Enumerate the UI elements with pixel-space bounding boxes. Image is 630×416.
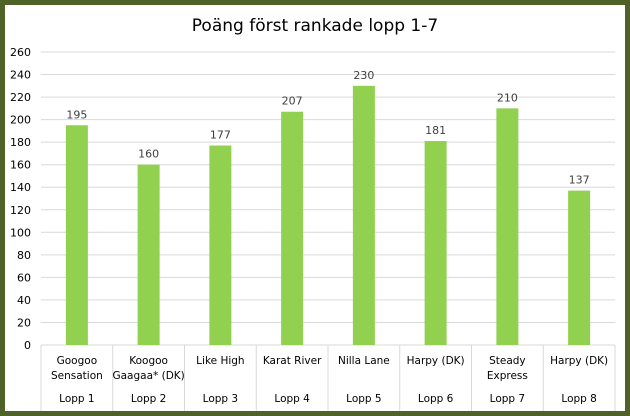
y-tick-label: 0 xyxy=(24,339,31,352)
x-category-race-label: Lopp 8 xyxy=(561,393,596,405)
y-tick-label: 60 xyxy=(17,271,31,284)
data-label: 195 xyxy=(66,108,87,121)
bar-lopp-1 xyxy=(65,125,88,345)
y-tick-label: 220 xyxy=(10,91,31,104)
y-tick-label: 200 xyxy=(10,114,31,127)
bar-lopp-6 xyxy=(424,141,447,345)
x-category-horse-label: Googoo xyxy=(57,355,98,367)
x-category-race-label: Lopp 2 xyxy=(131,393,166,405)
y-tick-label: 140 xyxy=(10,181,31,194)
data-label: 177 xyxy=(210,129,231,142)
bar-lopp-3 xyxy=(209,145,232,345)
y-tick-label: 80 xyxy=(17,249,31,262)
bar-lopp-4 xyxy=(281,111,304,345)
y-tick-label: 160 xyxy=(10,159,31,172)
data-label: 181 xyxy=(425,124,446,137)
bar-lopp-7 xyxy=(496,108,519,345)
x-category-horse-label: Karat River xyxy=(263,355,322,367)
bar-lopp-2 xyxy=(137,164,160,345)
x-category-horse-label: Nilla Lane xyxy=(338,355,390,367)
x-category-horse-label: Steady xyxy=(489,355,526,367)
data-label: 207 xyxy=(282,95,303,108)
y-tick-label: 260 xyxy=(10,46,31,59)
bar-lopp-8 xyxy=(568,190,591,345)
chart-title: Poäng först rankade lopp 1-7 xyxy=(192,16,438,36)
y-tick-label: 120 xyxy=(10,204,31,217)
x-category-race-label: Lopp 3 xyxy=(203,393,238,405)
x-category-race-label: Lopp 7 xyxy=(490,393,525,405)
data-label: 160 xyxy=(138,148,159,161)
x-category-race-label: Lopp 4 xyxy=(274,393,310,405)
y-tick-label: 20 xyxy=(17,316,31,329)
x-category-horse-label: Express xyxy=(487,370,528,382)
data-label: 137 xyxy=(569,174,590,187)
x-category-horse-label: Sensation xyxy=(51,370,103,382)
y-tick-label: 180 xyxy=(10,136,31,149)
data-label: 230 xyxy=(353,69,374,82)
x-category-race-label: Lopp 6 xyxy=(418,393,454,405)
x-category-horse-label: Koogoo xyxy=(129,355,168,367)
x-category-horse-label: Gaagaa* (DK) xyxy=(112,370,184,382)
x-category-race-label: Lopp 5 xyxy=(346,393,381,405)
x-category-race-label: Lopp 1 xyxy=(59,393,94,405)
x-category-horse-label: Harpy (DK) xyxy=(550,355,608,367)
y-tick-label: 40 xyxy=(17,294,31,307)
y-tick-label: 100 xyxy=(10,226,31,239)
y-tick-label: 240 xyxy=(10,69,31,82)
x-category-horse-label: Harpy (DK) xyxy=(407,355,465,367)
bar-lopp-5 xyxy=(352,85,375,346)
x-category-horse-label: Like High xyxy=(196,355,244,367)
data-label: 210 xyxy=(497,91,518,104)
